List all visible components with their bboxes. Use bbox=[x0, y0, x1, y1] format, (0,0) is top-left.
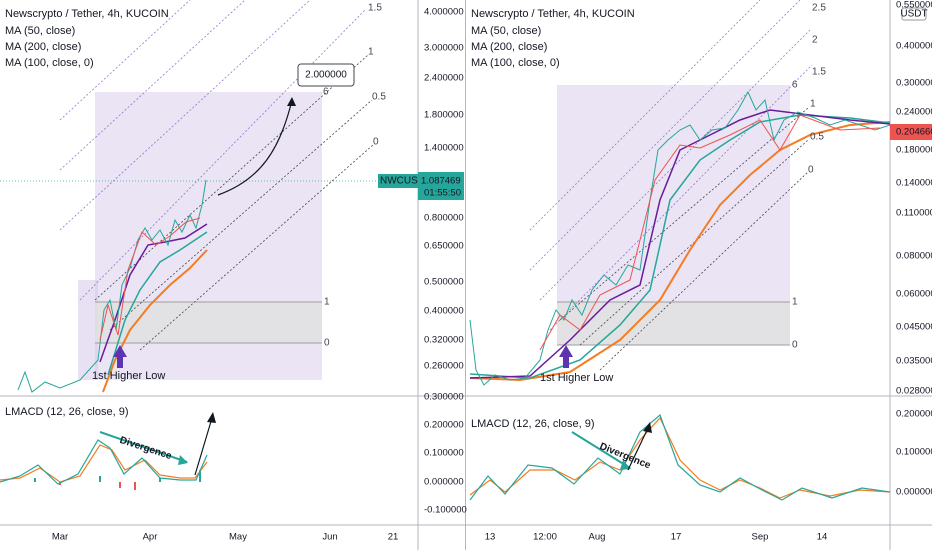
price-tag-countdown: 01:55:50 bbox=[424, 188, 461, 199]
indicator-axis-label: 0.000000 bbox=[896, 487, 932, 498]
price-axis-label: 0.045000 bbox=[896, 322, 932, 333]
fib-level-label: 1.5 bbox=[812, 67, 826, 78]
time-axis-label: 12:00 bbox=[533, 532, 557, 543]
time-axis-label: 13 bbox=[485, 532, 496, 543]
price-tag-symbol: NWCUSDT bbox=[380, 176, 431, 187]
indicator-axis-label: 0.200000 bbox=[424, 420, 464, 431]
currency-badge bbox=[901, 7, 927, 21]
price-axis-label: 0.080000 bbox=[896, 251, 932, 262]
fib-level-label: 6 bbox=[792, 80, 798, 91]
time-axis-label: Sep bbox=[752, 532, 769, 543]
price-axis-label: 0.300000 bbox=[896, 78, 932, 89]
fib-level-label: 0 bbox=[324, 338, 330, 349]
indicator-axis-label: 0.200000 bbox=[896, 409, 932, 420]
chart-title: Newscrypto / Tether, 4h, KUCOIN bbox=[5, 8, 169, 20]
price-axis-label: 0.035000 bbox=[896, 356, 932, 367]
legend-entry: MA (200, close) bbox=[5, 41, 81, 53]
price-axis-label: 0.060000 bbox=[896, 289, 932, 300]
price-axis-label: 0.400000 bbox=[896, 41, 932, 52]
price-axis-label: 0.800000 bbox=[424, 213, 464, 224]
fib-level-label: 1.5 bbox=[368, 3, 382, 14]
price-axis-label: 0.240000 bbox=[896, 107, 932, 118]
price-axis-label: 0.300000 bbox=[424, 392, 464, 403]
fib-level-label: 0.5 bbox=[810, 132, 824, 143]
annotation-low: 1st Higher Low bbox=[92, 370, 165, 382]
legend-entry: MA (100, close, 0) bbox=[471, 57, 560, 69]
indicator-axis-label: -0.100000 bbox=[424, 505, 467, 516]
indicator-axis-label: 0.100000 bbox=[896, 447, 932, 458]
price-axis-label: 0.320000 bbox=[424, 335, 464, 346]
price-axis-label: 0.650000 bbox=[424, 241, 464, 252]
time-axis-label: Apr bbox=[143, 532, 158, 543]
price-axis-label: 0.500000 bbox=[424, 277, 464, 288]
indicator-title: LMACD (12, 26, close, 9) bbox=[471, 418, 595, 430]
price-tag-bg bbox=[418, 172, 464, 200]
indicator-title: LMACD (12, 26, close, 9) bbox=[5, 406, 129, 418]
price-tag-bg bbox=[378, 174, 418, 188]
price-axis-label: 0.550000 bbox=[896, 0, 932, 11]
chart-title: Newscrypto / Tether, 4h, KUCOIN bbox=[471, 8, 635, 20]
time-axis-label: 21 bbox=[388, 532, 399, 543]
fib-level-label: 1 bbox=[792, 297, 798, 308]
price-axis-label: 0.260000 bbox=[424, 361, 464, 372]
fib-level-label: 0.5 bbox=[372, 92, 386, 103]
fib-level-label: 2.5 bbox=[812, 3, 826, 14]
price-axis-label: 0.180000 bbox=[896, 145, 932, 156]
legend-entry: MA (50, close) bbox=[471, 25, 541, 37]
fib-level-label: 1 bbox=[368, 47, 374, 58]
indicator-axis-label: 0.000000 bbox=[424, 477, 464, 488]
time-axis-label: Aug bbox=[589, 532, 606, 543]
fib-level-label: 1 bbox=[324, 297, 330, 308]
legend-entry: MA (200, close) bbox=[471, 41, 547, 53]
time-axis-label: 14 bbox=[817, 532, 828, 543]
fib-level-label: 6 bbox=[323, 87, 329, 98]
fib-level-label: 2 bbox=[812, 35, 818, 46]
price-axis-label: 1.400000 bbox=[424, 143, 464, 154]
legend-entry: MA (100, close, 0) bbox=[5, 57, 94, 69]
price-tag-price: 0.204660 bbox=[896, 127, 932, 138]
fib-level-label: 0 bbox=[373, 137, 379, 148]
price-tag-price: 1.087469 bbox=[421, 176, 461, 187]
annotation-target: 2.000000 bbox=[305, 70, 347, 81]
legend-entry: MA (50, close) bbox=[5, 25, 75, 37]
time-axis-label: 17 bbox=[671, 532, 682, 543]
price-axis-label: 0.110000 bbox=[896, 208, 932, 219]
fib-level-label: 1 bbox=[810, 99, 816, 110]
currency-label: USDT bbox=[900, 9, 927, 20]
price-axis-label: 4.000000 bbox=[424, 7, 464, 18]
price-axis-label: 0.028000 bbox=[896, 386, 932, 397]
time-axis-label: Jun bbox=[322, 532, 337, 543]
time-axis-label: Mar bbox=[52, 532, 68, 543]
fib-level-label: 0 bbox=[808, 165, 814, 176]
annotation-low: 1st Higher Low bbox=[540, 372, 613, 384]
price-axis-label: 1.800000 bbox=[424, 110, 464, 121]
price-axis-label: 2.400000 bbox=[424, 73, 464, 84]
price-axis-label: 0.400000 bbox=[424, 306, 464, 317]
fib-level-label: 0 bbox=[792, 340, 798, 351]
price-axis-label: 0.140000 bbox=[896, 178, 932, 189]
indicator-axis-label: 0.100000 bbox=[424, 448, 464, 459]
time-axis-label: May bbox=[229, 532, 247, 543]
price-axis-label: 3.000000 bbox=[424, 43, 464, 54]
